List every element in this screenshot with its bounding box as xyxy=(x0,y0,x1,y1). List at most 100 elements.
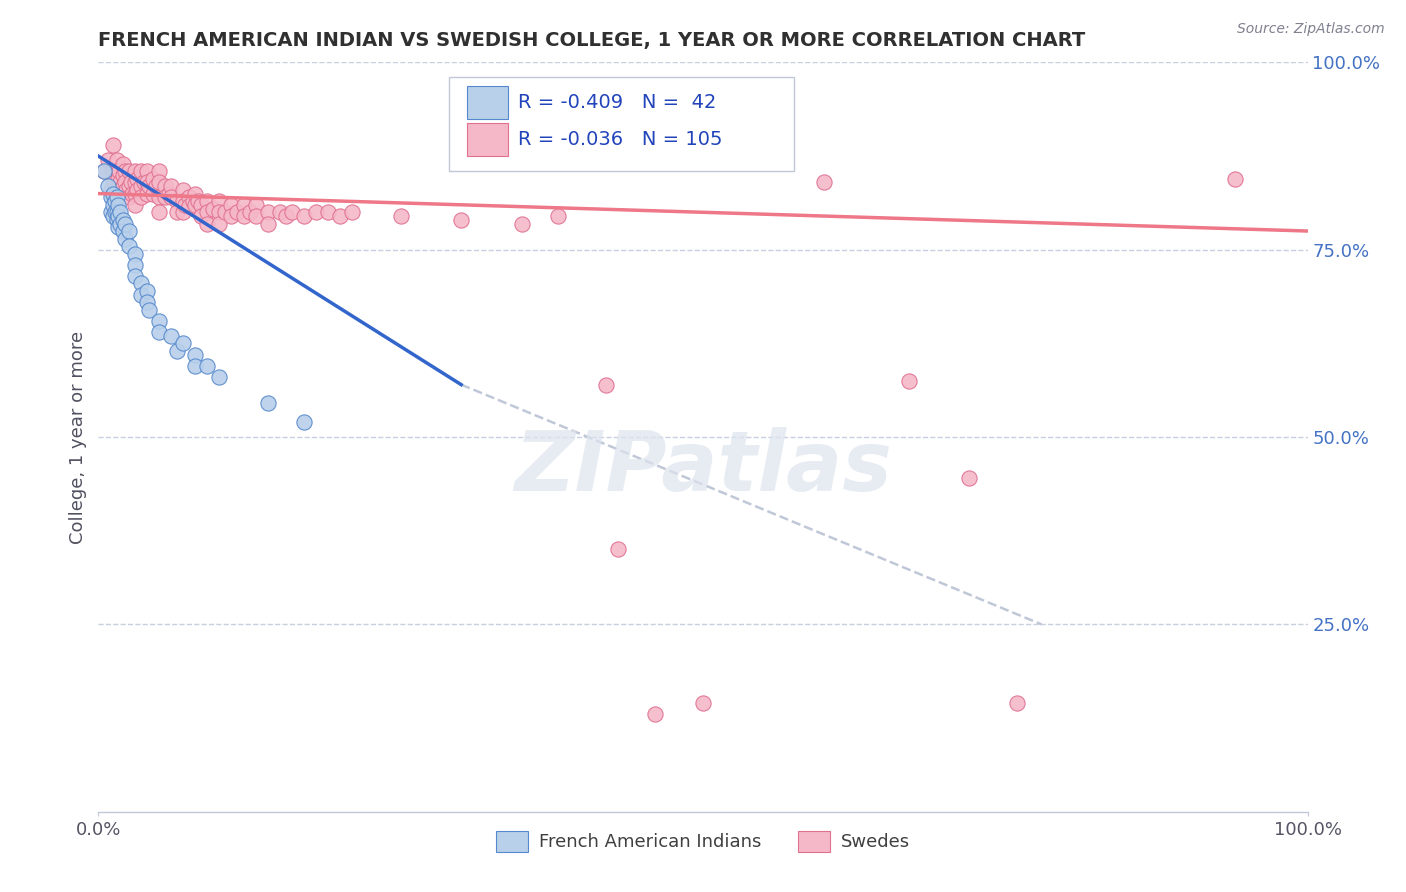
Point xyxy=(135,186,157,201)
Text: Source: ZipAtlas.com: Source: ZipAtlas.com xyxy=(1237,22,1385,37)
Point xyxy=(124,164,146,178)
FancyBboxPatch shape xyxy=(467,123,509,156)
Point xyxy=(195,359,218,373)
Point xyxy=(187,194,209,208)
Point xyxy=(105,205,128,219)
Point xyxy=(142,186,165,201)
Point xyxy=(129,287,152,301)
Point xyxy=(145,179,167,194)
Point xyxy=(208,205,231,219)
Point xyxy=(232,209,254,223)
Point xyxy=(108,164,131,178)
Point xyxy=(135,295,157,310)
Point xyxy=(107,220,129,235)
Point xyxy=(329,209,352,223)
Point xyxy=(813,175,835,189)
Point xyxy=(195,194,218,208)
Point xyxy=(124,258,146,272)
Point xyxy=(256,396,278,410)
Point xyxy=(190,198,212,212)
Point xyxy=(148,190,170,204)
Point xyxy=(160,179,183,194)
Point xyxy=(195,217,218,231)
Point xyxy=(510,217,533,231)
Point xyxy=(181,194,204,208)
Point xyxy=(174,198,197,212)
Point xyxy=(166,343,188,358)
Point xyxy=(134,175,156,189)
Point xyxy=(138,302,160,317)
Point xyxy=(184,348,207,362)
Point xyxy=(118,179,141,194)
Text: R = -0.036   N = 105: R = -0.036 N = 105 xyxy=(517,130,723,149)
Point xyxy=(148,314,170,328)
Point xyxy=(208,194,231,208)
Point xyxy=(100,183,122,197)
Point xyxy=(595,377,617,392)
Point xyxy=(166,205,188,219)
Point xyxy=(129,190,152,204)
Point xyxy=(108,205,131,219)
Legend: French American Indians, Swedes: French American Indians, Swedes xyxy=(489,823,917,859)
Point xyxy=(135,164,157,178)
Point xyxy=(184,198,207,212)
Point xyxy=(111,168,134,182)
Point xyxy=(105,212,128,227)
Text: ZIPatlas: ZIPatlas xyxy=(515,426,891,508)
Point xyxy=(184,359,207,373)
Point xyxy=(226,205,249,219)
Point xyxy=(153,190,176,204)
Point xyxy=(114,175,136,189)
Point xyxy=(148,164,170,178)
Point xyxy=(101,186,124,201)
FancyBboxPatch shape xyxy=(449,78,793,171)
Point xyxy=(105,164,128,178)
Point xyxy=(179,190,201,204)
Point xyxy=(93,164,115,178)
Point xyxy=(221,209,243,223)
Point xyxy=(97,153,120,167)
Y-axis label: College, 1 year or more: College, 1 year or more xyxy=(69,331,87,543)
Point xyxy=(274,209,297,223)
Point xyxy=(114,164,136,178)
Point xyxy=(101,164,124,178)
Point xyxy=(129,277,152,291)
Point xyxy=(93,164,115,178)
Point xyxy=(111,156,134,170)
Point xyxy=(104,194,127,208)
Point xyxy=(1007,696,1029,710)
Point xyxy=(389,209,412,223)
Point xyxy=(292,415,315,429)
Point xyxy=(450,212,472,227)
Point xyxy=(256,205,278,219)
Point xyxy=(208,370,231,384)
Point xyxy=(239,205,262,219)
Point xyxy=(108,217,131,231)
Point xyxy=(138,179,160,194)
Point xyxy=(740,96,762,111)
Point xyxy=(135,175,157,189)
Point xyxy=(103,175,125,189)
Point xyxy=(172,183,194,197)
Point xyxy=(1223,171,1246,186)
Point xyxy=(105,190,128,204)
Point xyxy=(129,164,152,178)
Point xyxy=(957,471,980,485)
Point xyxy=(124,175,146,189)
Point xyxy=(104,205,127,219)
Point xyxy=(107,198,129,212)
Point xyxy=(107,171,129,186)
Point xyxy=(316,205,339,219)
Point xyxy=(292,209,315,223)
Point xyxy=(124,246,146,260)
Point xyxy=(644,707,666,722)
Point xyxy=(157,186,180,201)
Point xyxy=(127,183,149,197)
Point xyxy=(108,175,131,189)
Point xyxy=(172,205,194,219)
Point xyxy=(100,205,122,219)
Point xyxy=(101,198,124,212)
Point xyxy=(107,209,129,223)
Point xyxy=(305,205,328,219)
Point xyxy=(607,542,630,557)
